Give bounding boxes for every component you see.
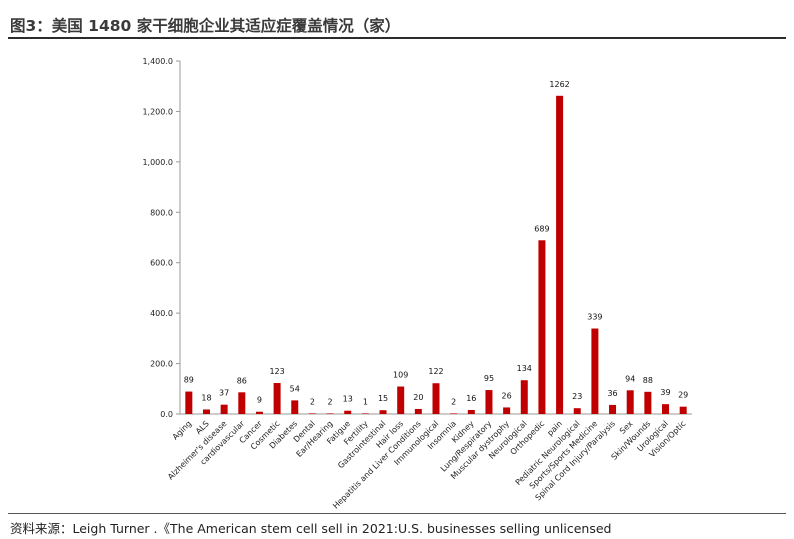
y-tick-label: 400.0 xyxy=(150,309,173,318)
x-category-label: Aging xyxy=(171,419,194,442)
bar xyxy=(185,391,193,414)
bar xyxy=(255,411,263,414)
bar xyxy=(202,409,210,414)
data-label: 2 xyxy=(328,397,333,406)
bar xyxy=(556,95,564,414)
data-label: 16 xyxy=(466,394,476,403)
bar-chart: 0.0 200.0 400.0 600.0 800.0 1,000.0 1,200.0 1,4… xyxy=(142,57,692,510)
y-tick-label: 800.0 xyxy=(150,208,173,217)
bar xyxy=(520,380,528,414)
data-label: 86 xyxy=(237,376,247,385)
title-rule xyxy=(8,37,786,39)
data-label: 15 xyxy=(378,394,388,403)
data-label: 54 xyxy=(290,384,300,393)
bar xyxy=(679,406,687,414)
bar xyxy=(220,404,228,414)
bar xyxy=(397,386,405,414)
bar xyxy=(238,392,246,414)
data-label: 9 xyxy=(257,396,262,405)
bar xyxy=(503,407,511,414)
bar xyxy=(662,404,670,414)
y-tick-label: 1,000.0 xyxy=(142,158,173,167)
data-label: 36 xyxy=(607,389,617,398)
data-label: 109 xyxy=(393,371,408,380)
bar xyxy=(361,413,369,414)
data-label: 37 xyxy=(219,389,229,398)
source-note: 资料来源：Leigh Turner .《The American stem ce… xyxy=(10,521,612,536)
y-tick-label: 1,200.0 xyxy=(142,107,173,116)
y-tick-label: 200.0 xyxy=(150,360,173,369)
data-label: 689 xyxy=(534,224,549,233)
data-label: 88 xyxy=(643,376,653,385)
bar xyxy=(308,413,316,414)
data-label: 95 xyxy=(484,374,494,383)
y-tick-label: 600.0 xyxy=(150,259,173,268)
data-label: 2 xyxy=(310,397,315,406)
data-label: 26 xyxy=(502,391,512,400)
bar xyxy=(538,240,546,414)
data-label: 13 xyxy=(343,395,353,404)
bar xyxy=(326,413,334,414)
data-label: 1262 xyxy=(549,80,569,89)
data-label: 122 xyxy=(428,367,443,376)
data-label: 134 xyxy=(517,364,532,373)
bar xyxy=(591,328,599,414)
bar xyxy=(291,400,299,414)
bar xyxy=(432,383,440,414)
data-label: 18 xyxy=(201,393,211,402)
bar xyxy=(273,382,281,414)
bar xyxy=(344,410,352,414)
data-label: 89 xyxy=(184,376,194,385)
bar xyxy=(414,408,422,414)
data-label: 2 xyxy=(451,397,456,406)
y-tick-label: 0.0 xyxy=(160,410,173,419)
data-label: 20 xyxy=(413,393,423,402)
source-rule xyxy=(8,513,786,514)
data-label: 339 xyxy=(587,313,602,322)
data-label: 29 xyxy=(678,391,688,400)
bar xyxy=(573,408,581,414)
data-label: 94 xyxy=(625,374,635,383)
data-label: 123 xyxy=(269,367,284,376)
chart-title: 图3：美国 1480 家干细胞企业其适应症覆盖情况（家） xyxy=(10,17,401,35)
bar xyxy=(626,390,634,414)
bar xyxy=(485,390,493,414)
bar xyxy=(379,410,387,414)
bar xyxy=(450,413,458,414)
data-label: 1 xyxy=(363,397,368,406)
data-label: 39 xyxy=(660,388,670,397)
data-label: 23 xyxy=(572,392,582,401)
bar xyxy=(467,409,475,414)
y-tick-label: 1,400.0 xyxy=(142,57,173,66)
bar xyxy=(609,404,617,414)
bar xyxy=(644,391,652,414)
